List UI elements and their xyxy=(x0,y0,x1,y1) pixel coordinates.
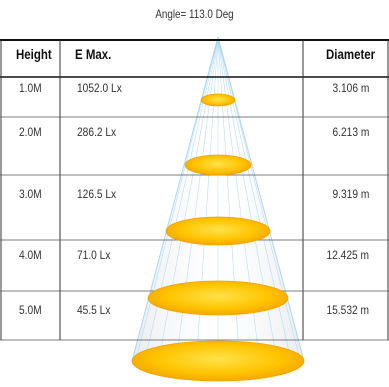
light-spot-4 xyxy=(147,280,289,316)
cone-ray xyxy=(217,36,305,362)
cone-ray xyxy=(217,36,241,373)
cone-ray xyxy=(134,36,219,365)
emax-header: E Max. xyxy=(75,46,112,62)
height-cell: 2.0M xyxy=(19,125,42,139)
row-dividers xyxy=(0,116,389,341)
cone-ray xyxy=(217,36,280,370)
light-spot-1 xyxy=(200,93,236,107)
diameter-cell: 6.213 m xyxy=(332,125,369,139)
cone-ray xyxy=(195,36,219,373)
cone-ray xyxy=(217,36,262,372)
emax-cell: 1052.0 Lx xyxy=(77,81,122,95)
diameter-cell: 3.106 m xyxy=(332,81,369,95)
diameter-cell: 15.532 m xyxy=(326,303,369,317)
beam-angle-label: Angle= 113.0 Deg xyxy=(155,7,234,21)
cone-ray xyxy=(217,36,293,368)
light-spot-2 xyxy=(184,154,252,176)
diameter-header: Diameter xyxy=(326,46,376,62)
height-header: Height xyxy=(16,46,52,62)
diameter-cell: 9.319 m xyxy=(332,187,369,201)
height-cell: 1.0M xyxy=(19,81,42,95)
cone-rays xyxy=(131,36,305,373)
light-spot-5 xyxy=(131,340,305,382)
cone-ray xyxy=(174,36,219,372)
cone-ray xyxy=(156,36,219,370)
cone-ray xyxy=(131,36,219,362)
height-cell: 5.0M xyxy=(19,303,42,317)
light-spots xyxy=(131,93,305,382)
cone-ray xyxy=(143,36,219,368)
emax-cell: 126.5 Lx xyxy=(77,187,117,201)
emax-cell: 45.5 Lx xyxy=(77,303,111,317)
emax-cell: 71.0 Lx xyxy=(77,248,111,262)
height-cell: 3.0M xyxy=(19,187,42,201)
light-spot-3 xyxy=(165,216,271,246)
emax-cell: 286.2 Lx xyxy=(77,125,117,139)
diameter-cell: 12.425 m xyxy=(326,248,369,262)
height-cell: 4.0M xyxy=(19,248,42,262)
cone-ray xyxy=(217,36,302,365)
